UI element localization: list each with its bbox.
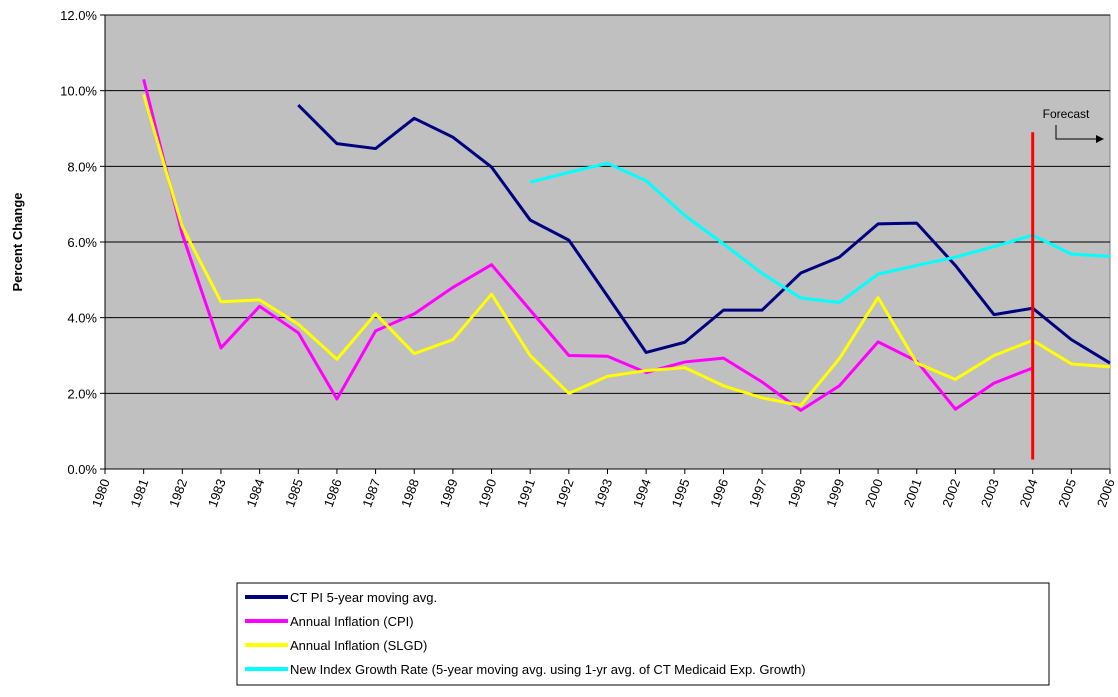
forecast-arrowhead [1096,135,1104,143]
x-tick-label: 1988 [398,477,422,509]
legend-label: New Index Growth Rate (5-year moving avg… [290,662,806,677]
x-tick-label: 1982 [166,477,190,509]
x-tick-label: 1999 [823,477,847,509]
x-tick-label: 1995 [669,477,693,509]
x-tick-label: 1987 [359,477,383,509]
forecast-label: Forecast [1043,107,1090,121]
legend-label: Annual Inflation (SLGD) [290,638,427,653]
y-tick-label: 12.0% [60,8,97,23]
x-tick-label: 1992 [553,477,577,509]
legend [236,582,1050,686]
x-tick-label: 1980 [89,477,113,509]
x-tick-label: 1981 [127,477,151,509]
x-tick-label: 2003 [978,477,1002,509]
x-tick-label: 1998 [785,477,809,509]
y-tick-label: 10.0% [60,84,97,99]
legend-label: CT PI 5-year moving avg. [290,590,437,605]
x-tick-label: 1985 [282,477,306,509]
x-tick-label: 1993 [591,477,615,509]
series-line [142,94,1111,407]
x-tick-label: 2001 [901,477,925,509]
y-axis-label: Percent Change [10,193,25,292]
x-tick-label: 1986 [321,477,345,509]
x-tick-label: 2000 [862,477,886,509]
y-tick-label: 8.0% [67,159,97,174]
x-tick-label: 1997 [746,477,770,509]
series-line [529,161,1111,305]
y-tick-label: 4.0% [67,311,97,326]
series-line [142,78,1034,412]
legend-label: Annual Inflation (CPI) [290,614,414,629]
x-tick-label: 1983 [205,477,229,509]
x-tick-label: 2004 [1017,477,1041,509]
x-tick-label: 2005 [1055,477,1079,509]
x-tick-label: 1989 [437,477,461,509]
x-tick-label: 2006 [1094,477,1118,509]
y-tick-label: 0.0% [67,462,97,477]
y-tick-label: 2.0% [67,386,97,401]
x-tick-label: 1990 [475,477,499,509]
x-tick-label: 1984 [243,477,267,509]
x-tick-label: 2002 [939,477,963,509]
series-line [297,103,1111,365]
x-tick-label: 1996 [707,477,731,509]
y-tick-label: 6.0% [67,235,97,250]
x-tick-label: 1994 [630,477,654,509]
x-tick-label: 1991 [514,477,538,509]
forecast-arrow [1055,125,1098,140]
